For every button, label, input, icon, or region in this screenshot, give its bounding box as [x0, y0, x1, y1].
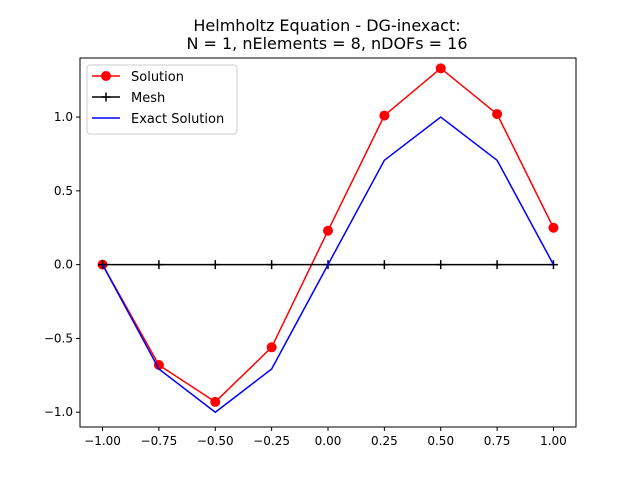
x-tick-label: 0.25 — [371, 434, 398, 448]
y-tick-label: 0.0 — [54, 258, 73, 272]
x-tick-label: −0.25 — [253, 434, 290, 448]
data-point-mesh — [548, 260, 558, 270]
legend-box — [86, 64, 238, 135]
series-line-exact-solution — [101, 116, 555, 413]
x-tick-label: 0.75 — [484, 434, 511, 448]
chart-title: Helmholtz Equation - DG-inexact: — [193, 16, 460, 35]
x-tick-label: −0.50 — [197, 434, 234, 448]
data-point-mesh — [267, 260, 277, 270]
data-point-solution — [492, 109, 503, 120]
legend-label-exact-solution: Exact Solution — [131, 112, 224, 127]
data-point-mesh — [154, 260, 164, 270]
legend-marker-mesh — [101, 92, 111, 102]
y-tick-label: 0.5 — [54, 184, 73, 198]
chart-subtitle: N = 1, nElements = 8, nDOFs = 16 — [186, 34, 467, 53]
data-point-solution — [266, 342, 277, 353]
data-point-mesh — [379, 260, 389, 270]
data-point-mesh — [210, 260, 220, 270]
axes-frame — [79, 57, 577, 428]
data-point-solution — [379, 110, 390, 121]
x-tick-label: 1.00 — [540, 434, 567, 448]
legend: Solution Mesh Exact Solution — [86, 64, 238, 135]
x-tick-label: 0.50 — [427, 434, 454, 448]
legend-label-mesh: Mesh — [131, 91, 165, 106]
legend-label-solution: Solution — [131, 70, 184, 85]
legend-marker-solution — [101, 71, 111, 81]
y-tick-label: 1.0 — [54, 110, 73, 124]
plot-area: −1.00 −0.75 −0.50 −0.25 0.00 0.25 0.50 0.75 1.00… — [44, 57, 577, 448]
data-point-solution — [435, 63, 446, 74]
x-tick-label: −1.00 — [84, 434, 121, 448]
y-tick-label: −0.5 — [44, 331, 73, 345]
data-point-solution — [210, 396, 221, 407]
data-point-solution — [548, 222, 559, 233]
data-point-solution — [323, 225, 333, 236]
data-point-mesh — [98, 260, 108, 270]
data-point-mesh — [492, 260, 502, 270]
data-point-mesh — [436, 260, 446, 270]
x-tick-label: 0.00 — [315, 434, 342, 448]
y-tick-label: −1.0 — [44, 405, 73, 419]
x-tick-label: −0.75 — [141, 434, 178, 448]
